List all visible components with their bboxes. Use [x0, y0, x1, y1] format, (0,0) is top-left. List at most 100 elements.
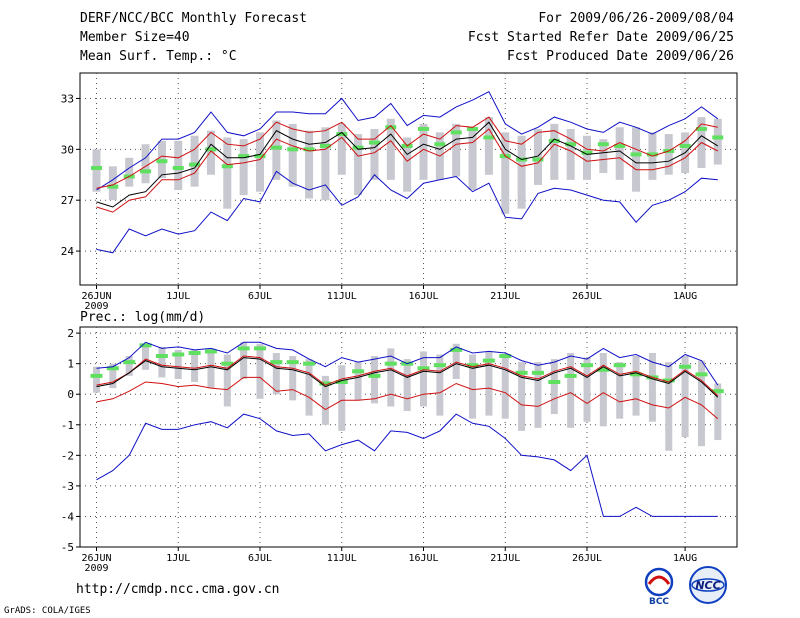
ncc-logo: NCC — [689, 566, 727, 604]
temp-box — [419, 123, 428, 180]
temp-box — [125, 157, 134, 187]
prec-marker — [662, 378, 675, 383]
temp-marker — [712, 135, 724, 140]
temp-box — [239, 139, 248, 196]
prec-variable-label: Prec.: log(mm/d) — [80, 310, 205, 325]
temp-marker — [368, 140, 380, 145]
prec-box — [240, 342, 248, 379]
prec-box — [534, 362, 542, 428]
grads-credit: GrADS: COLA/IGES — [4, 606, 91, 616]
temp-marker — [450, 130, 462, 135]
prec-box — [354, 362, 362, 401]
prec-marker — [254, 346, 266, 351]
prec-box — [223, 354, 231, 407]
prec-marker — [450, 347, 463, 352]
prec-box — [272, 352, 280, 395]
prec-box — [632, 356, 640, 416]
temp-marker — [418, 126, 429, 131]
prec-y-tick-label: -3 — [61, 480, 74, 493]
temp-marker — [532, 157, 544, 162]
bcc-logo-label: BCC — [649, 597, 669, 606]
temp-x-tick-label: 11JUL — [327, 291, 357, 302]
prec-box — [648, 352, 656, 422]
temp-marker — [107, 184, 119, 189]
temp-box — [533, 128, 542, 185]
forecast-period: For 2009/06/26-2009/08/04 — [538, 11, 734, 26]
prec-marker — [106, 366, 119, 371]
prec-box — [93, 366, 100, 393]
temp-marker — [336, 132, 348, 137]
prec-marker — [482, 358, 495, 363]
temp-panel: 24 27 30 33 26JUN 1JUL 6JUL 11JUL 16JUL 21JUL 26JU… — [61, 72, 738, 312]
temp-marker — [581, 150, 593, 155]
prec-box — [338, 365, 346, 431]
temp-box — [403, 137, 412, 192]
agency-logos: BCC NCC — [644, 566, 727, 606]
temp-marker — [614, 143, 626, 148]
prec-marker — [597, 367, 610, 372]
temp-box — [632, 127, 641, 192]
prec-marker — [155, 354, 168, 359]
temp-box — [305, 130, 314, 199]
temp-box — [337, 123, 346, 175]
source-url[interactable]: http://cmdp.ncc.cma.gov.cn — [76, 582, 280, 597]
temp-y-tick-label: 24 — [61, 245, 75, 258]
prec-marker — [384, 361, 397, 366]
temp-marker — [352, 145, 364, 150]
prec-x-tick-label: 16JUL — [408, 553, 438, 564]
temp-x-tick-label: 6JUL — [248, 291, 272, 302]
temp-marker — [303, 147, 315, 152]
prec-box — [665, 362, 673, 451]
temp-box — [141, 144, 150, 184]
temp-box — [288, 123, 297, 187]
prec-box — [420, 351, 427, 407]
prec-box — [583, 357, 591, 422]
prec-y-tick-label: 1 — [67, 358, 74, 371]
temp-box — [190, 135, 199, 187]
prec-marker — [319, 381, 332, 386]
prec-marker — [679, 364, 692, 369]
temp-box — [583, 135, 591, 180]
prec-box — [256, 343, 264, 399]
chart-title: DERF/NCC/BCC Monthly Forecast — [80, 11, 307, 26]
temp-box — [566, 128, 575, 180]
prec-x-tick-label: 6JUL — [248, 553, 272, 564]
temp-marker — [483, 135, 495, 140]
prec-box — [403, 359, 411, 412]
temp-marker — [319, 143, 331, 148]
temp-marker — [597, 142, 609, 147]
temp-box — [550, 123, 559, 180]
prec-box — [370, 356, 378, 404]
prec-box — [387, 348, 395, 407]
temp-box — [354, 134, 363, 196]
temp-box — [108, 166, 117, 201]
prec-box — [518, 362, 526, 431]
temp-marker — [679, 143, 691, 148]
prec-marker — [172, 352, 185, 357]
temp-marker — [630, 152, 642, 157]
prec-marker — [695, 372, 708, 377]
temp-marker — [91, 165, 102, 170]
temp-marker — [140, 169, 152, 174]
prec-marker — [139, 343, 152, 348]
prec-x-tick-label: 1JUL — [166, 553, 190, 564]
prec-marker — [270, 360, 283, 365]
prec-marker — [303, 361, 316, 366]
temp-marker — [434, 142, 446, 147]
prec-box — [616, 362, 624, 419]
forecast-start-date: Fcst Started Refer Date 2009/06/25 — [467, 30, 734, 45]
prec-marker — [711, 389, 724, 394]
temp-box — [206, 130, 215, 175]
prec-y-tick-label: -2 — [61, 449, 74, 462]
temp-series-min-envelope — [96, 91, 719, 191]
temp-box — [664, 134, 673, 175]
temp-marker — [189, 162, 201, 167]
prec-marker — [417, 366, 430, 371]
temp-box — [468, 127, 477, 191]
temp-marker — [646, 152, 658, 157]
prec-y-tick-label: -4 — [61, 510, 75, 523]
temp-box — [256, 132, 264, 192]
prec-x-tick-label: 26JUL — [572, 553, 602, 564]
prec-box — [501, 354, 509, 419]
prec-x-tick-label: 1AUG — [673, 553, 697, 564]
